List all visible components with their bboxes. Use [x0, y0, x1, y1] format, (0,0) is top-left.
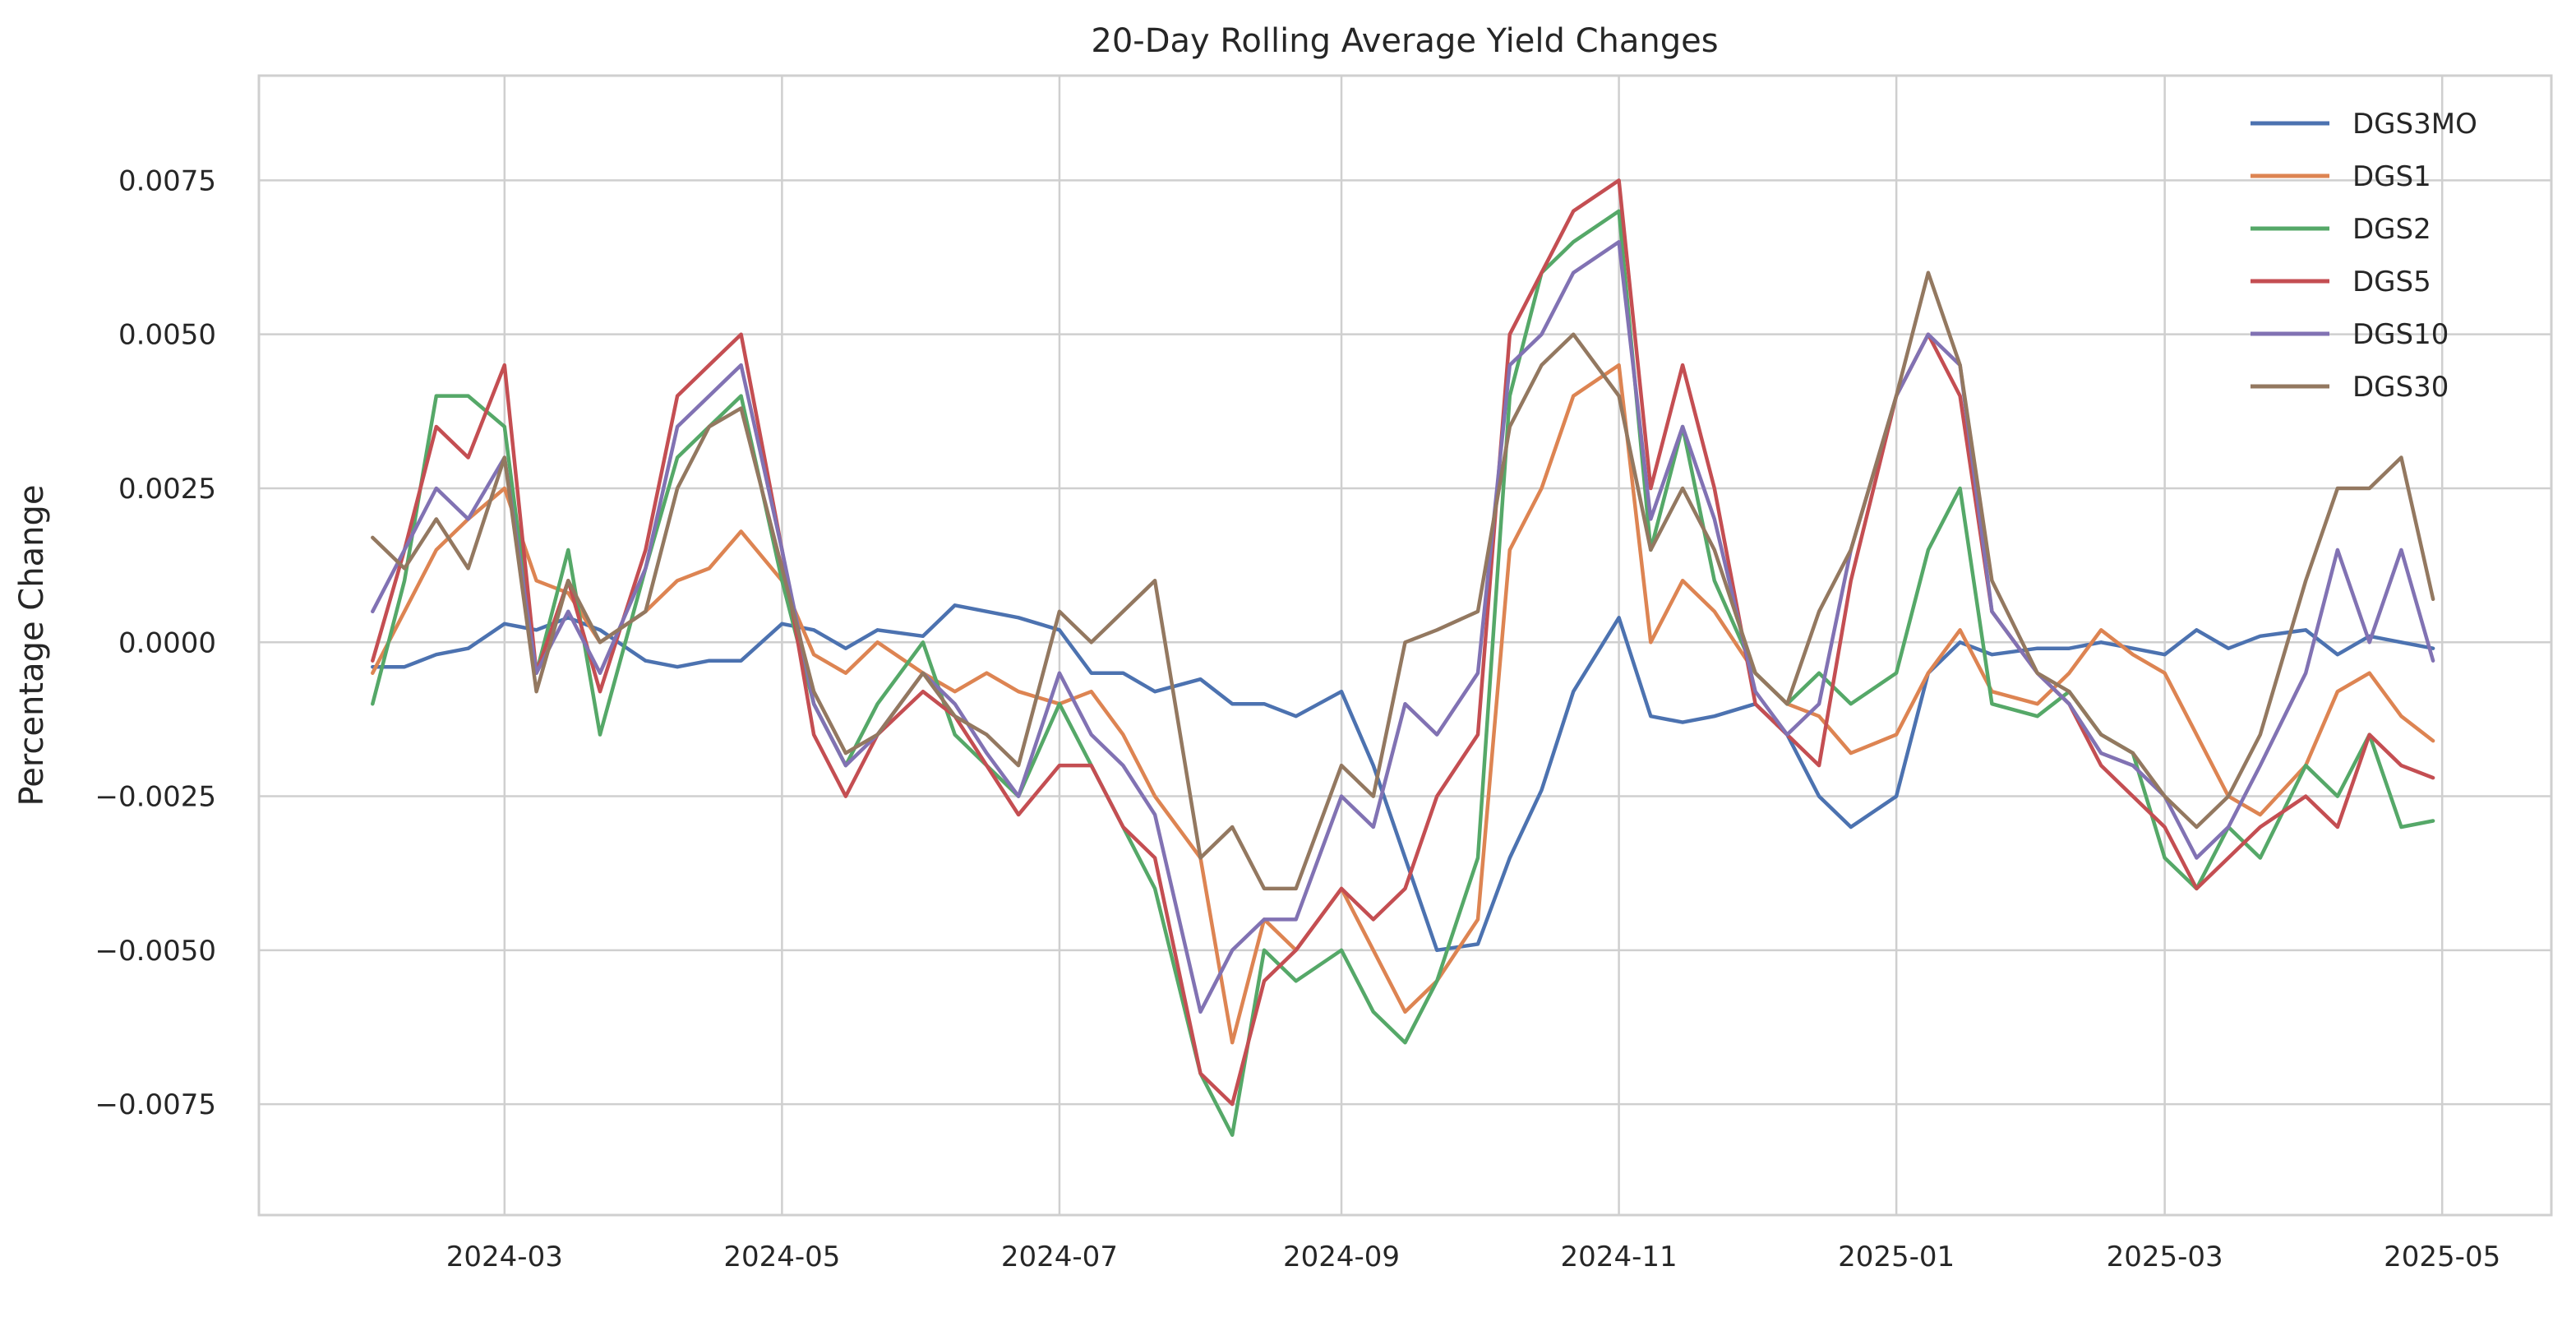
- series-line-dgs10: [371, 240, 2435, 1014]
- y-tick-label: −0.0075: [95, 1088, 216, 1121]
- y-tick-label: 0.0025: [118, 473, 216, 506]
- legend-label-dgs10: DGS10: [2352, 318, 2449, 351]
- series-lines: [371, 178, 2435, 1137]
- legend-label-dgs30: DGS30: [2352, 371, 2449, 404]
- legend-label-dgs3mo: DGS3MO: [2352, 108, 2477, 141]
- x-tick-label: 2024-05: [723, 1241, 840, 1273]
- y-tick-label: 0.0075: [118, 164, 216, 197]
- chart-title: 20-Day Rolling Average Yield Changes: [1091, 22, 1718, 60]
- legend-label-dgs1: DGS1: [2352, 160, 2431, 193]
- y-tick-label: 0.0050: [118, 319, 216, 352]
- y-axis-label: Percentage Change: [13, 485, 51, 806]
- grid: [259, 76, 2551, 1215]
- series-line-dgs1: [371, 363, 2435, 1045]
- legend: DGS3MO DGS1 DGS2 DGS5 DGS10 DGS30: [2251, 108, 2477, 404]
- x-tick-label: 2025-01: [1838, 1241, 1955, 1273]
- x-tick-label: 2025-05: [2384, 1241, 2500, 1273]
- plot-frame: [257, 74, 2553, 1217]
- y-tick-label: −0.0050: [95, 935, 216, 968]
- legend-label-dgs5: DGS5: [2352, 266, 2431, 298]
- x-tick-label: 2024-09: [1283, 1241, 1400, 1273]
- x-tick-label: 2025-03: [2107, 1241, 2223, 1273]
- x-tick-label: 2024-03: [446, 1241, 563, 1273]
- series-line-dgs3mo: [371, 603, 2435, 953]
- series-line-dgs5: [371, 178, 2435, 1107]
- x-tick-label: 2024-11: [1561, 1241, 1678, 1273]
- y-axis-ticks: −0.0075 −0.0050 −0.0025 0.0000 0.0025 0.0050 0…: [95, 164, 216, 1121]
- series-line-dgs30: [371, 270, 2435, 891]
- y-tick-label: −0.0025: [95, 781, 216, 814]
- legend-label-dgs2: DGS2: [2352, 213, 2431, 246]
- x-tick-label: 2024-07: [1001, 1241, 1118, 1273]
- y-tick-label: 0.0000: [118, 626, 216, 659]
- x-axis-ticks: 2024-03 2024-05 2024-07 2024-09 2024-11 2025-…: [446, 1241, 2500, 1273]
